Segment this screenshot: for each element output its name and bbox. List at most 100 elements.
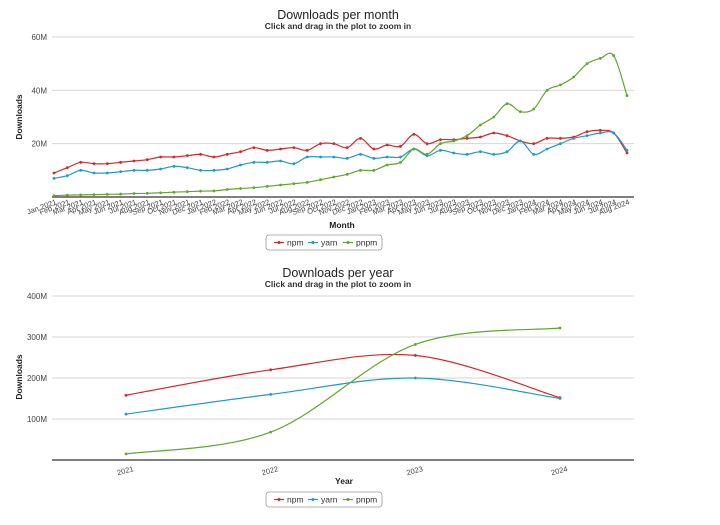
data-point-pnpm[interactable]	[332, 175, 336, 179]
data-point-yarn[interactable]	[385, 155, 389, 159]
series-line-pnpm[interactable]	[125, 327, 561, 455]
data-point-pnpm[interactable]	[269, 430, 273, 434]
data-point-pnpm[interactable]	[92, 193, 96, 197]
data-point-npm[interactable]	[212, 155, 216, 159]
data-point-npm[interactable]	[558, 136, 562, 140]
data-point-npm[interactable]	[279, 147, 282, 151]
data-point-yarn[interactable]	[413, 376, 417, 380]
data-point-yarn[interactable]	[359, 152, 362, 156]
data-point-npm[interactable]	[492, 131, 496, 135]
data-point-pnpm[interactable]	[452, 139, 456, 143]
data-point-yarn[interactable]	[145, 168, 149, 172]
data-point-pnpm[interactable]	[319, 178, 322, 182]
data-point-pnpm[interactable]	[545, 88, 549, 92]
legend-item-npm[interactable]: npm	[274, 495, 304, 505]
data-point-yarn[interactable]	[345, 156, 349, 160]
data-point-yarn[interactable]	[558, 142, 562, 146]
data-point-yarn[interactable]	[239, 163, 242, 167]
data-point-yarn[interactable]	[292, 162, 296, 166]
legend[interactable]: npm yarn pnpm	[265, 491, 383, 508]
data-point-yarn[interactable]	[185, 166, 189, 170]
data-point-npm[interactable]	[172, 155, 176, 159]
legend[interactable]: npm yarn pnpm	[265, 234, 383, 251]
data-point-npm[interactable]	[413, 354, 417, 357]
data-point-npm[interactable]	[239, 150, 242, 154]
data-point-npm[interactable]	[585, 130, 589, 134]
data-point-npm[interactable]	[305, 148, 309, 152]
data-point-yarn[interactable]	[79, 168, 83, 172]
data-point-pnpm[interactable]	[345, 172, 349, 176]
series-line-yarn[interactable]	[53, 131, 628, 179]
data-point-yarn[interactable]	[372, 156, 376, 160]
data-point-pnpm[interactable]	[145, 191, 149, 195]
data-point-yarn[interactable]	[105, 171, 109, 175]
data-point-npm[interactable]	[159, 155, 163, 159]
data-point-npm[interactable]	[225, 152, 229, 156]
data-point-npm[interactable]	[465, 136, 469, 140]
data-point-npm[interactable]	[199, 152, 202, 156]
data-point-pnpm[interactable]	[598, 56, 602, 60]
data-point-pnpm[interactable]	[199, 189, 202, 193]
data-point-yarn[interactable]	[132, 168, 136, 172]
data-point-pnpm[interactable]	[359, 168, 362, 172]
data-point-npm[interactable]	[92, 162, 96, 166]
data-point-yarn[interactable]	[479, 150, 482, 154]
data-point-pnpm[interactable]	[252, 186, 256, 190]
data-point-npm[interactable]	[132, 159, 136, 163]
data-point-pnpm[interactable]	[413, 342, 417, 346]
data-point-pnpm[interactable]	[585, 62, 589, 66]
data-point-pnpm[interactable]	[412, 147, 416, 151]
legend-item-npm[interactable]: npm	[274, 238, 304, 248]
data-point-yarn[interactable]	[585, 134, 589, 138]
data-point-yarn[interactable]	[265, 160, 269, 164]
data-point-npm[interactable]	[505, 134, 509, 138]
data-point-yarn[interactable]	[252, 160, 256, 164]
data-point-npm[interactable]	[598, 128, 602, 132]
legend-item-pnpm[interactable]: pnpm	[343, 238, 377, 248]
data-point-npm[interactable]	[425, 142, 429, 146]
data-point-npm[interactable]	[332, 142, 336, 146]
data-point-npm[interactable]	[52, 171, 56, 175]
data-point-pnpm[interactable]	[399, 160, 402, 164]
data-point-npm[interactable]	[124, 393, 128, 397]
data-point-pnpm[interactable]	[265, 184, 269, 188]
data-point-yarn[interactable]	[212, 168, 216, 172]
data-point-yarn[interactable]	[612, 131, 616, 135]
data-point-yarn[interactable]	[545, 147, 549, 151]
data-point-pnpm[interactable]	[532, 107, 536, 111]
data-point-npm[interactable]	[319, 142, 322, 146]
data-point-pnpm[interactable]	[372, 168, 376, 172]
data-point-pnpm[interactable]	[212, 189, 216, 193]
data-point-pnpm[interactable]	[132, 192, 136, 195]
data-point-pnpm[interactable]	[505, 102, 509, 106]
data-point-pnpm[interactable]	[105, 192, 109, 196]
data-point-pnpm[interactable]	[479, 123, 482, 127]
data-point-npm[interactable]	[532, 142, 536, 146]
data-point-yarn[interactable]	[319, 155, 322, 159]
data-point-pnpm[interactable]	[439, 142, 442, 146]
data-point-pnpm[interactable]	[385, 163, 389, 167]
data-point-yarn[interactable]	[558, 397, 562, 400]
yearly-downloads-chart[interactable]: Downloads per year Click and drag in the…	[14, 266, 634, 508]
data-point-yarn[interactable]	[532, 152, 536, 156]
data-point-npm[interactable]	[479, 135, 482, 139]
series-line-yarn[interactable]	[125, 377, 561, 415]
data-point-yarn[interactable]	[65, 174, 69, 178]
data-point-npm[interactable]	[185, 154, 189, 158]
data-point-pnpm[interactable]	[279, 183, 282, 187]
data-point-yarn[interactable]	[172, 164, 176, 168]
data-point-pnpm[interactable]	[305, 180, 309, 184]
data-point-yarn[interactable]	[305, 155, 309, 159]
data-point-yarn[interactable]	[199, 168, 202, 172]
data-point-npm[interactable]	[145, 158, 149, 162]
monthly-downloads-chart[interactable]: Downloads per month Click and drag in th…	[14, 8, 634, 251]
data-point-yarn[interactable]	[119, 170, 123, 174]
data-point-yarn[interactable]	[124, 412, 128, 416]
data-point-yarn[interactable]	[92, 171, 96, 175]
data-point-npm[interactable]	[399, 144, 402, 148]
data-point-npm[interactable]	[105, 162, 109, 166]
data-point-pnpm[interactable]	[79, 193, 83, 197]
data-point-npm[interactable]	[269, 368, 273, 372]
data-point-pnpm[interactable]	[185, 190, 189, 194]
data-point-pnpm[interactable]	[292, 182, 296, 186]
